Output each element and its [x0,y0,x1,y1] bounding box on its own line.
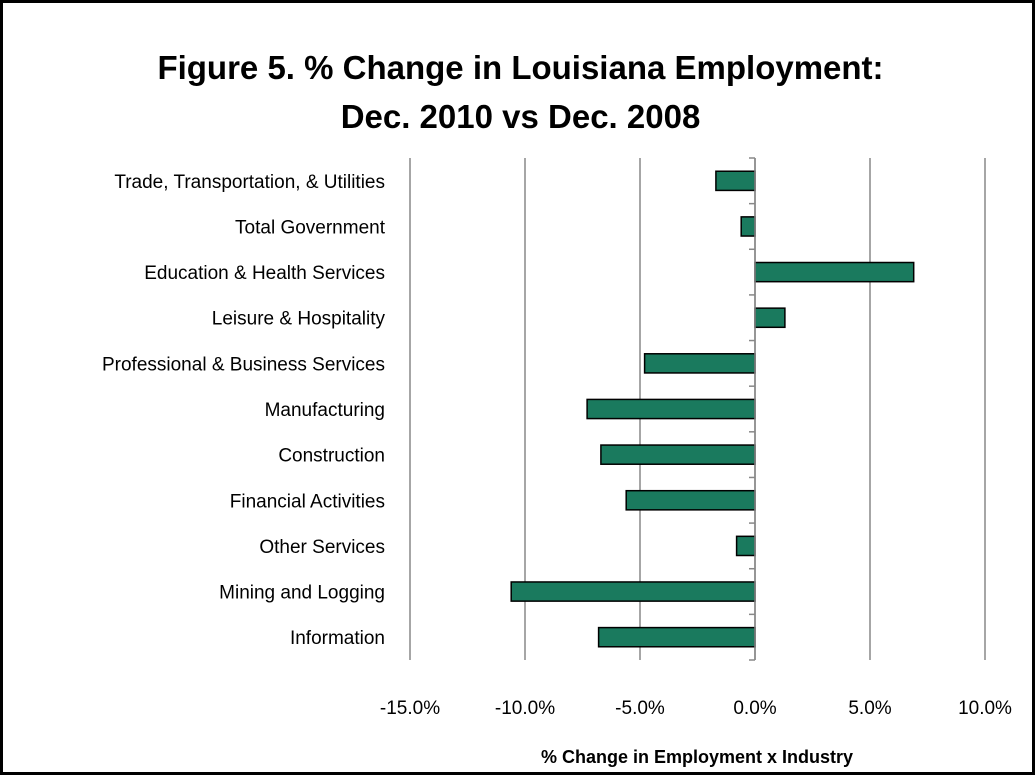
bars [510,170,915,648]
category-label: Leisure & Hospitality [212,309,386,330]
bar [715,170,756,192]
bar [643,353,756,374]
category-label: Trade, Transportation, & Utilities [114,172,385,193]
bar [597,626,756,648]
bar [740,216,756,237]
bar [586,398,756,420]
x-tick-label: -5.0% [615,698,665,719]
category-labels: Trade, Transportation, & Utilities Total … [102,172,386,649]
tick-labels: -15.0% -10.0% -5.0% 0.0% 5.0% 10.0% [380,698,1012,719]
x-tick-label: 0.0% [733,698,776,719]
bar [735,535,756,557]
chart-title-line-1: Figure 5. % Change in Louisiana Employme… [157,49,884,86]
category-label: Mining and Logging [219,583,385,604]
zero-axis [749,157,756,661]
category-label: Information [290,628,385,649]
chart-title-line-2: Dec. 2010 vs Dec. 2008 [340,98,701,135]
x-tick-label: 10.0% [958,698,1012,719]
category-label: Other Services [259,537,385,558]
x-tick-label: -15.0% [380,698,440,719]
chart-title: Figure 5. % Change in Louisiana Employme… [3,43,1035,141]
category-label: Manufacturing [265,400,385,421]
bar [754,261,915,283]
bar [625,489,756,511]
category-label: Construction [278,446,385,467]
bar [754,307,786,329]
category-label: Professional & Business Services [102,354,385,375]
x-axis-title: % Change in Employment x Industry [541,747,853,767]
category-label: Education & Health Services [144,263,385,284]
x-tick-label: 5.0% [848,698,891,719]
bar [510,581,756,602]
category-label: Total Government [235,217,386,238]
category-label: Financial Activities [230,491,385,512]
bar [600,444,756,465]
x-tick-label: -10.0% [495,698,555,719]
